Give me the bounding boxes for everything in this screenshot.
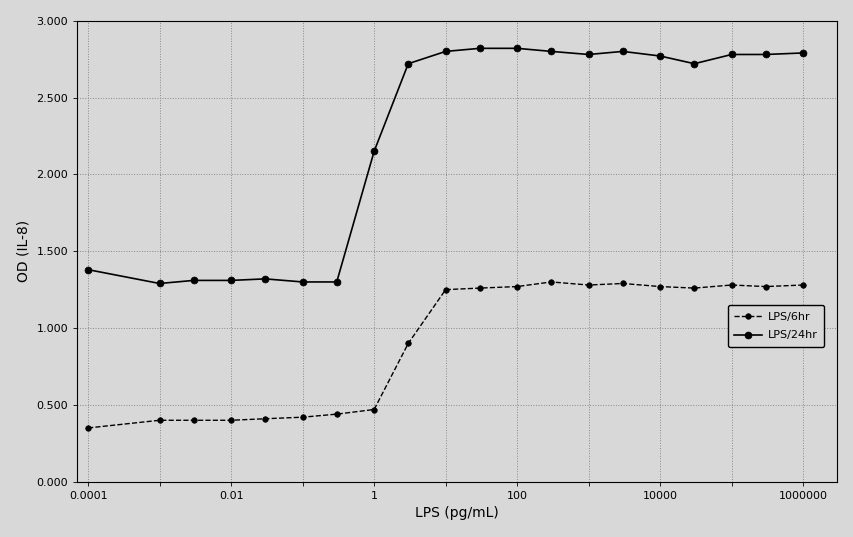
X-axis label: LPS (pg/mL): LPS (pg/mL) <box>415 506 498 520</box>
LPS/24hr <box>226 277 236 284</box>
LPS/24hr <box>154 280 165 287</box>
LPS/6hr <box>798 282 808 288</box>
LPS/24hr <box>83 266 93 273</box>
LPS/24hr <box>474 45 485 52</box>
LPS/6hr <box>189 417 199 424</box>
LPS/24hr <box>798 50 808 56</box>
Y-axis label: OD (IL-8): OD (IL-8) <box>17 220 31 282</box>
LPS/24hr <box>403 61 413 67</box>
LPS/6hr <box>226 417 236 424</box>
Legend: LPS/6hr, LPS/24hr: LPS/6hr, LPS/24hr <box>727 305 823 347</box>
LPS/6hr <box>331 411 341 417</box>
LPS/6hr <box>154 417 165 424</box>
LPS/6hr <box>297 414 307 420</box>
LPS/6hr <box>688 285 699 291</box>
LPS/6hr <box>403 340 413 347</box>
LPS/6hr <box>474 285 485 291</box>
LPS/24hr <box>331 279 341 285</box>
LPS/24hr <box>260 275 270 282</box>
LPS/6hr <box>546 279 556 285</box>
LPS/24hr <box>654 53 664 59</box>
LPS/6hr <box>654 284 664 290</box>
LPS/6hr <box>583 282 593 288</box>
LPS/24hr <box>688 61 699 67</box>
LPS/24hr <box>760 51 770 57</box>
LPS/24hr <box>617 48 627 55</box>
LPS/24hr <box>297 279 307 285</box>
LPS/6hr <box>368 407 379 413</box>
LPS/6hr <box>617 280 627 287</box>
LPS/6hr <box>512 284 522 290</box>
LPS/24hr <box>512 45 522 52</box>
LPS/24hr <box>546 48 556 55</box>
Line: LPS/6hr: LPS/6hr <box>85 279 805 431</box>
LPS/24hr <box>189 277 199 284</box>
Line: LPS/24hr: LPS/24hr <box>84 45 806 287</box>
LPS/24hr <box>583 51 593 57</box>
LPS/24hr <box>726 51 736 57</box>
LPS/6hr <box>726 282 736 288</box>
LPS/6hr <box>83 425 93 431</box>
LPS/6hr <box>260 416 270 422</box>
LPS/24hr <box>440 48 450 55</box>
LPS/6hr <box>760 284 770 290</box>
LPS/6hr <box>440 286 450 293</box>
LPS/24hr <box>368 148 379 155</box>
